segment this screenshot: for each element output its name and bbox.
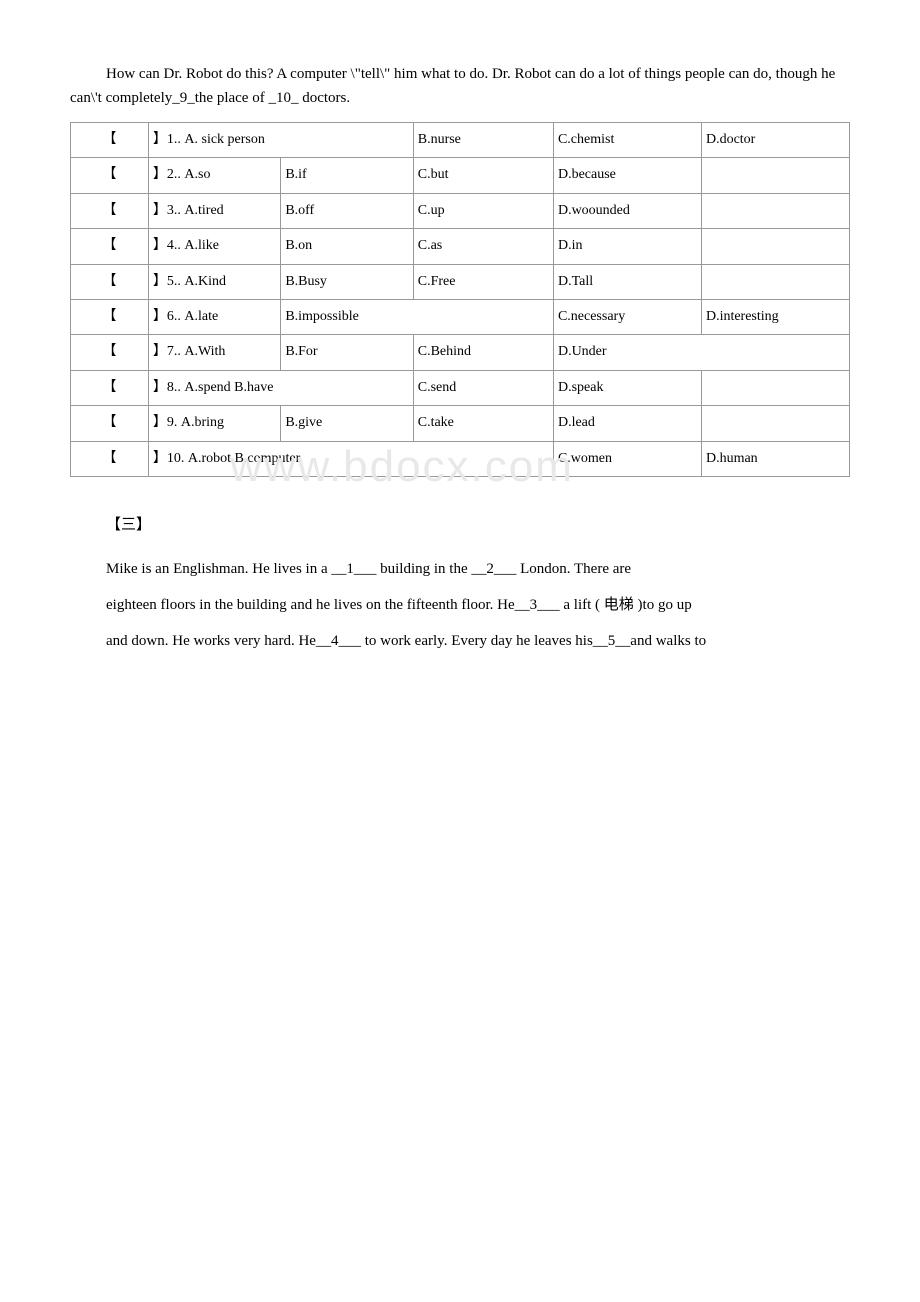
- table-cell: 【: [71, 229, 149, 264]
- table-cell: C.Free: [413, 264, 553, 299]
- table-cell: [701, 193, 849, 228]
- table-cell: 】1.. A. sick person: [148, 123, 413, 158]
- passage-line-3: and down. He works very hard. He__4___ t…: [70, 629, 850, 653]
- table-row: 【】9. A.bringB.giveC.takeD.lead: [71, 406, 850, 441]
- passage-line-2: eighteen floors in the building and he l…: [70, 593, 850, 617]
- table-cell: B.off: [281, 193, 413, 228]
- table-cell: 】10. A.robot B.computer: [148, 441, 553, 476]
- table-cell: 】4.. A.like: [148, 229, 280, 264]
- table-cell: D.lead: [553, 406, 701, 441]
- table-cell: D.Tall: [553, 264, 701, 299]
- table-cell: [701, 370, 849, 405]
- table-cell: D.woounded: [553, 193, 701, 228]
- table-cell: [701, 158, 849, 193]
- table-row: 【】1.. A. sick personB.nurseC.chemistD.do…: [71, 123, 850, 158]
- table-cell: C.Behind: [413, 335, 553, 370]
- table-cell: C.necessary: [553, 299, 701, 334]
- table-cell: [701, 229, 849, 264]
- intro-paragraph: How can Dr. Robot do this? A computer \"…: [70, 62, 850, 110]
- table-cell: 【: [71, 335, 149, 370]
- table-cell: D.human: [701, 441, 849, 476]
- table-cell: B.nurse: [413, 123, 553, 158]
- table-cell: D.in: [553, 229, 701, 264]
- table-cell: C.take: [413, 406, 553, 441]
- table-cell: C.as: [413, 229, 553, 264]
- table-cell: [701, 406, 849, 441]
- table-cell: C.send: [413, 370, 553, 405]
- table-row: 【】3.. A.tiredB.offC.upD.woounded: [71, 193, 850, 228]
- table-cell: 【: [71, 158, 149, 193]
- table-cell: 【: [71, 299, 149, 334]
- table-cell: C.women: [553, 441, 701, 476]
- table-cell: C.up: [413, 193, 553, 228]
- table-cell: D.doctor: [701, 123, 849, 158]
- table-cell: D.Under: [553, 335, 849, 370]
- table-cell: C.chemist: [553, 123, 701, 158]
- table-cell: 】8.. A.spend B.have: [148, 370, 413, 405]
- table-cell: C.but: [413, 158, 553, 193]
- table-cell: B.on: [281, 229, 413, 264]
- table-row: 【】7.. A.WithB.ForC.BehindD.Under: [71, 335, 850, 370]
- table-cell: [701, 264, 849, 299]
- table-cell: 】9. A.bring: [148, 406, 280, 441]
- table-cell: D.because: [553, 158, 701, 193]
- table-cell: 【: [71, 193, 149, 228]
- table-cell: B.if: [281, 158, 413, 193]
- table-cell: D.interesting: [701, 299, 849, 334]
- table-row: 【】4.. A.likeB.onC.asD.in: [71, 229, 850, 264]
- table-cell: B.For: [281, 335, 413, 370]
- table-cell: 】6.. A.late: [148, 299, 280, 334]
- table-cell: D.speak: [553, 370, 701, 405]
- table-row: 【】5.. A.KindB.BusyC.FreeD.Tall: [71, 264, 850, 299]
- section-heading: 【三】: [70, 513, 850, 537]
- table-cell: 【: [71, 370, 149, 405]
- table-cell: B.impossible: [281, 299, 554, 334]
- table-cell: 】2.. A.so: [148, 158, 280, 193]
- table-cell: 【: [71, 123, 149, 158]
- table-row: 【】6.. A.lateB.impossibleC.necessaryD.int…: [71, 299, 850, 334]
- options-table: 【】1.. A. sick personB.nurseC.chemistD.do…: [70, 122, 850, 477]
- table-cell: 】7.. A.With: [148, 335, 280, 370]
- table-cell: 【: [71, 264, 149, 299]
- table-row: 【】8.. A.spend B.haveC.sendD.speak: [71, 370, 850, 405]
- passage-line-1: Mike is an Englishman. He lives in a __1…: [70, 557, 850, 581]
- table-cell: 【: [71, 441, 149, 476]
- table-cell: B.give: [281, 406, 413, 441]
- table-row: 【】10. A.robot B.computerC.womenD.human: [71, 441, 850, 476]
- table-cell: 】5.. A.Kind: [148, 264, 280, 299]
- table-cell: B.Busy: [281, 264, 413, 299]
- table-cell: 【: [71, 406, 149, 441]
- table-row: 【】2.. A.soB.ifC.butD.because: [71, 158, 850, 193]
- table-cell: 】3.. A.tired: [148, 193, 280, 228]
